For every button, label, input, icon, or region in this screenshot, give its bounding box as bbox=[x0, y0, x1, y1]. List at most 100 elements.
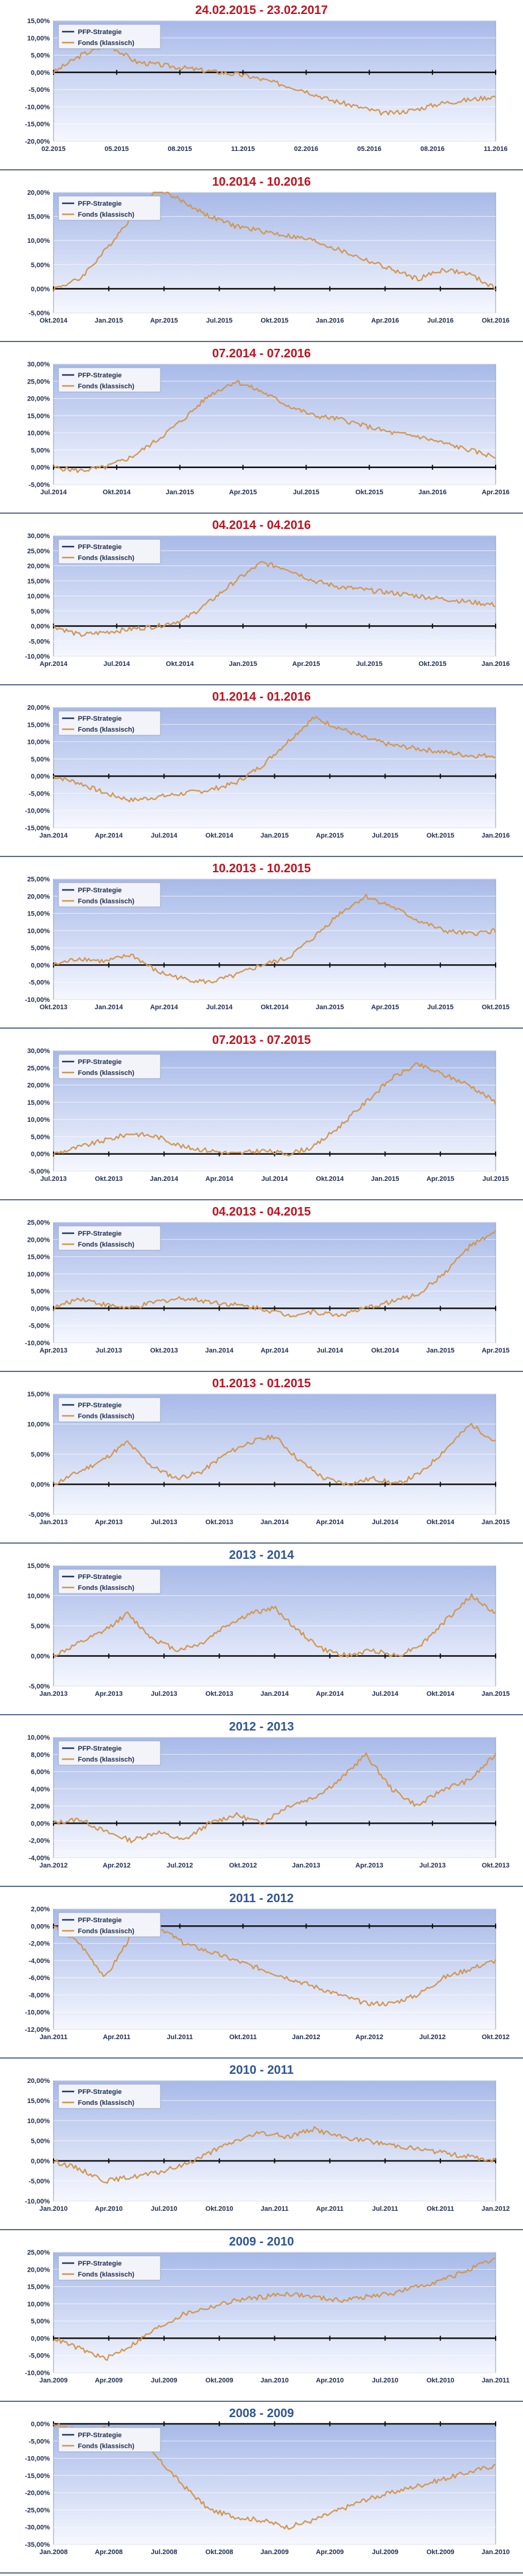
chart-panel: 2012 - 2013 10,00% 8,00% 6,00% 4,00% 2,00% 0,0… bbox=[0, 1717, 523, 1888]
chart-panel: 2008 - 2009 0,00% -5,00% -10,00% -15,00% -20,… bbox=[0, 2403, 523, 2575]
x-tick-label: Jan.2010 bbox=[40, 2205, 68, 2213]
y-tick-label: 30,00% bbox=[27, 533, 50, 540]
y-tick-label: -10,00% bbox=[25, 1340, 50, 1347]
y-tick-label: -12,00% bbox=[25, 2026, 50, 2034]
legend-box bbox=[58, 882, 161, 908]
x-tick-label: Jul.2014 bbox=[103, 660, 130, 668]
x-tick-label: Okt.2015 bbox=[482, 1004, 510, 1011]
legend-fund-label: Fonds (klassisch) bbox=[78, 1069, 134, 1077]
y-tick-label: -10,00% bbox=[25, 808, 50, 815]
y-tick-label: 20,00% bbox=[27, 1082, 50, 1090]
x-tick-label: Jul.2015 bbox=[293, 489, 319, 496]
x-tick-label: Apr.2015 bbox=[426, 1175, 454, 1183]
panel-separator bbox=[0, 2401, 523, 2402]
y-tick-label: 15,00% bbox=[27, 578, 50, 585]
panel-separator bbox=[0, 684, 523, 685]
x-tick-label: Apr.2015 bbox=[482, 1347, 510, 1354]
x-tick-label: Okt.2016 bbox=[482, 317, 510, 324]
y-tick-label: 6,00% bbox=[31, 1769, 50, 1776]
y-tick-label: 0,00% bbox=[31, 2158, 50, 2165]
x-tick-label: Jul.2013 bbox=[151, 1519, 177, 1526]
x-tick-label: 08.2016 bbox=[420, 145, 445, 153]
x-tick-label: Jul.2011 bbox=[167, 2034, 193, 2041]
chart-panel: 07.2013 - 07.2015 30,00% 25,00% 20,00% 15,00… bbox=[0, 1030, 523, 1202]
y-tick-label: 15,00% bbox=[27, 721, 50, 729]
y-tick-label: 10,00% bbox=[27, 1421, 50, 1429]
legend-box bbox=[58, 1225, 161, 1251]
chart-panel: 01.2013 - 01.2015 15,00% 10,00% 5,00% 0,00% -… bbox=[0, 1373, 523, 1545]
x-tick-label: Jan.2015 bbox=[316, 1004, 344, 1011]
y-tick-label: -20,00% bbox=[25, 2490, 50, 2497]
x-tick-label: Okt.2013 bbox=[206, 1690, 234, 1698]
legend-fund-label: Fonds (klassisch) bbox=[78, 2443, 134, 2450]
legend-fund-label: Fonds (klassisch) bbox=[78, 40, 134, 47]
y-tick-label: 5,00% bbox=[31, 1623, 50, 1630]
y-tick-label: 25,00% bbox=[27, 1065, 50, 1072]
y-tick-label: 25,00% bbox=[27, 2249, 50, 2256]
x-tick-label: 02.2016 bbox=[294, 145, 319, 153]
line-chart: 25,00% 20,00% 15,00% 10,00% 5,00% 0,00% -5,00%… bbox=[25, 2249, 510, 2384]
x-tick-label: Apr.2015 bbox=[150, 317, 178, 324]
y-tick-label: -4,00% bbox=[29, 1855, 50, 1862]
x-tick-label: Okt.2012 bbox=[229, 1862, 257, 1869]
legend-fund-label: Fonds (klassisch) bbox=[78, 1756, 134, 1763]
x-tick-label: Apr.2012 bbox=[355, 2034, 383, 2041]
fund-series-line bbox=[53, 1062, 497, 1157]
x-tick-label: Okt.2014 bbox=[103, 489, 131, 496]
x-tick-label: Jan.2015 bbox=[165, 489, 193, 496]
x-tick-label: 05.2015 bbox=[105, 145, 129, 153]
y-tick-label: -5,00% bbox=[29, 790, 50, 797]
y-tick-label: 15,00% bbox=[27, 2284, 50, 2291]
x-tick-label: Apr.2014 bbox=[95, 832, 123, 839]
x-tick-label: Okt.2011 bbox=[426, 2205, 454, 2213]
x-tick-label: Jul.2015 bbox=[427, 1004, 453, 1011]
y-tick-label: 10,00% bbox=[27, 928, 50, 935]
panel-separator bbox=[0, 2229, 523, 2230]
fund-series-line bbox=[53, 716, 496, 803]
y-tick-label: 5,00% bbox=[31, 1133, 50, 1141]
y-tick-label: -5,00% bbox=[29, 2178, 50, 2185]
y-tick-label: 15,00% bbox=[27, 413, 50, 420]
x-tick-label: Jul.2014 bbox=[372, 1519, 399, 1526]
x-tick-label: Apr.2011 bbox=[103, 2034, 130, 2041]
y-tick-label: -15,00% bbox=[25, 825, 50, 832]
line-chart: 15,00% 10,00% 5,00% 0,00% -5,00%Jan.2013 Apr.… bbox=[27, 1563, 510, 1698]
legend-box bbox=[58, 2255, 161, 2281]
x-tick-label: Jul.2015 bbox=[372, 832, 398, 839]
panel-separator bbox=[0, 513, 523, 514]
x-tick-label: Jan.2015 bbox=[482, 1519, 510, 1526]
y-tick-label: 25,00% bbox=[27, 876, 50, 883]
y-tick-label: -10,00% bbox=[25, 2009, 50, 2017]
y-tick-label: 15,00% bbox=[27, 214, 50, 221]
y-tick-label: 20,00% bbox=[27, 2077, 50, 2085]
y-tick-label: 20,00% bbox=[27, 1236, 50, 1244]
x-tick-label: Okt.2014 bbox=[166, 660, 195, 668]
y-tick-label: -35,00% bbox=[25, 2541, 50, 2549]
x-tick-label: Jan.2014 bbox=[260, 1690, 289, 1698]
x-tick-label: Apr.2009 bbox=[95, 2377, 123, 2384]
x-tick-label: Apr.2015 bbox=[371, 1004, 399, 1011]
y-tick-label: 2,00% bbox=[31, 1803, 50, 1810]
x-tick-label: Okt.2011 bbox=[229, 2034, 257, 2041]
chart-title: 2008 - 2009 bbox=[229, 2407, 294, 2420]
line-chart: 20,00% 15,00% 10,00% 5,00% 0,00% -5,00% -10,00… bbox=[25, 2077, 510, 2213]
y-tick-label: 5,00% bbox=[31, 945, 50, 952]
y-tick-label: -5,00% bbox=[29, 1323, 50, 1330]
legend-strategy-label: PFP-Strategie bbox=[78, 200, 122, 208]
x-tick-label: Apr.2014 bbox=[261, 1347, 289, 1354]
legend-strategy-label: PFP-Strategie bbox=[78, 1230, 122, 1237]
legend-box bbox=[58, 539, 161, 564]
y-tick-label: -5,00% bbox=[29, 86, 50, 94]
x-tick-label: Jan.2015 bbox=[229, 660, 257, 668]
chart-title: 07.2013 - 07.2015 bbox=[212, 1034, 311, 1047]
y-tick-label: -2,00% bbox=[29, 1941, 50, 1948]
legend-fund-label: Fonds (klassisch) bbox=[78, 211, 134, 219]
legend-fund-label: Fonds (klassisch) bbox=[78, 2271, 134, 2278]
fund-series-line bbox=[53, 1230, 496, 1318]
chart-panel: 24.02.2015 - 23.02.2017 15,00% 10,00% 5,00%… bbox=[0, 0, 523, 172]
y-tick-label: 0,00% bbox=[31, 2335, 50, 2342]
x-tick-label: Okt.2013 bbox=[95, 1175, 123, 1183]
x-tick-label: Okt.2015 bbox=[418, 660, 446, 668]
y-tick-label: -5,00% bbox=[29, 2353, 50, 2360]
legend-fund-label: Fonds (klassisch) bbox=[78, 383, 134, 390]
